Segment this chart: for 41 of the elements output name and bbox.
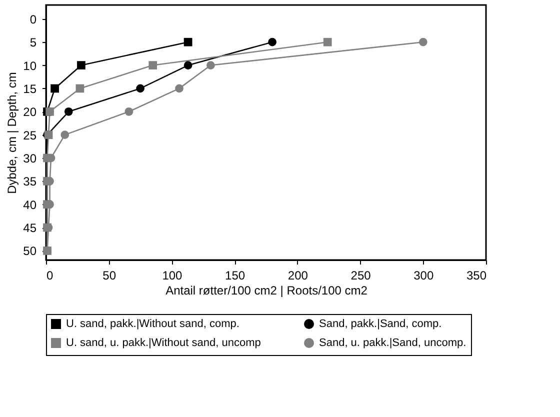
x-tick-label: 250 bbox=[350, 268, 372, 282]
y-tick-label: 30 bbox=[23, 152, 37, 166]
point bbox=[77, 61, 86, 70]
point bbox=[175, 84, 184, 93]
x-axis-title: Antail røtter/100 cm2 | Roots/100 cm2 bbox=[166, 284, 368, 298]
x-tick-label: 150 bbox=[225, 268, 246, 282]
point bbox=[136, 84, 144, 93]
legend-label: Sand, pakk.|Sand, comp. bbox=[319, 318, 442, 330]
y-tick-label: 45 bbox=[23, 221, 37, 236]
y-tick-label: 5 bbox=[30, 36, 37, 50]
legend-label: U. sand, pakk.|Without sand, comp. bbox=[66, 318, 240, 330]
x-tick-label: 100 bbox=[162, 268, 183, 282]
point bbox=[184, 61, 192, 70]
point bbox=[418, 38, 428, 46]
y-axis-title: Dybde, cm | Depth, cm bbox=[5, 72, 20, 194]
y-tick-label: 40 bbox=[23, 198, 37, 212]
y-tick-label: 25 bbox=[23, 128, 37, 142]
x-tick-label: 300 bbox=[414, 268, 434, 282]
point bbox=[184, 38, 192, 46]
point bbox=[60, 130, 70, 139]
legend-label: U. sand, u. pakk.|Without sand, uncomp bbox=[66, 337, 261, 349]
y-tick-label: 50 bbox=[23, 244, 37, 258]
y-tick-label: 20 bbox=[23, 105, 37, 120]
point bbox=[268, 38, 276, 46]
point bbox=[64, 107, 73, 116]
x-tick-label: 0 bbox=[46, 268, 54, 282]
x-tick-label: 50 bbox=[102, 268, 116, 282]
y-tick-label: 10 bbox=[23, 58, 37, 73]
point bbox=[50, 84, 59, 93]
x-tick-label: 200 bbox=[288, 268, 308, 282]
point bbox=[323, 38, 332, 46]
point bbox=[46, 107, 54, 116]
x-tick-label: 350 bbox=[466, 268, 487, 282]
point bbox=[206, 61, 215, 70]
point bbox=[124, 107, 134, 116]
legend-label: Sand, u. pakk.|Sand, uncomp. bbox=[319, 337, 466, 349]
point bbox=[76, 84, 84, 93]
y-tick-label: 15 bbox=[23, 82, 37, 96]
point bbox=[148, 61, 158, 70]
y-tick-label: 0 bbox=[30, 12, 37, 26]
y-tick-label: 35 bbox=[23, 174, 37, 189]
